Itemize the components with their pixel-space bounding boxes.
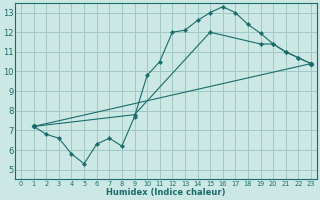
- X-axis label: Humidex (Indice chaleur): Humidex (Indice chaleur): [106, 188, 226, 197]
